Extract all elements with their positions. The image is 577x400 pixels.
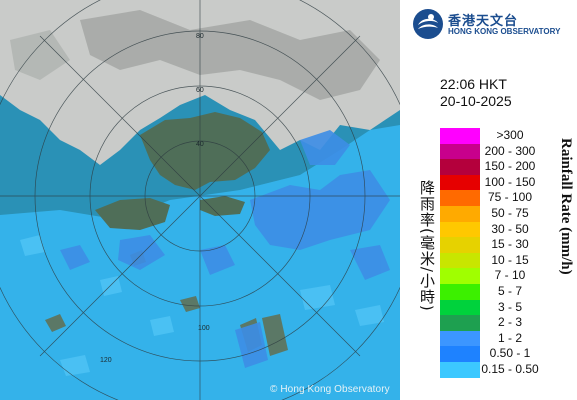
legend-swatch (440, 252, 480, 269)
legend-swatch (440, 174, 480, 191)
legend-swatch (440, 128, 480, 144)
radar-date: 20-10-2025 (440, 93, 512, 109)
legend-swatch (440, 330, 480, 347)
medium-rain-cells (60, 130, 390, 368)
legend-label: 50 - 75 (491, 205, 529, 220)
range-rings (0, 0, 400, 400)
legend-label: 15 - 30 (491, 237, 529, 252)
logo-name-en: HONG KONG OBSERVATORY (448, 27, 561, 36)
legend-swatch (440, 315, 480, 331)
ring-label: 40 (196, 141, 204, 148)
legend-color-scale (440, 128, 480, 378)
legend-swatch (440, 283, 480, 300)
mainland-hills (80, 10, 380, 100)
legend-label: 100 - 150 (484, 174, 536, 189)
new-territories-land (140, 112, 270, 190)
legend-label: 0.15 - 0.50 (481, 361, 539, 376)
copyright-notice: © Hong Kong Observatory (270, 384, 390, 395)
legend-swatch (440, 190, 480, 206)
legend-label: 2 - 3 (497, 315, 522, 330)
radar-map[interactable]: 40 60 80 100 120 © Hong Kong Observatory (0, 0, 400, 400)
legend-title-zh: 降雨率(毫米/小時) (418, 180, 436, 312)
range-ring-labels: 40 60 80 100 120 (100, 33, 210, 364)
rain-speckles (20, 235, 384, 376)
legend-label: 200 - 300 (484, 143, 536, 158)
radar-time: 22:06 HKT (440, 76, 507, 92)
ring-label: 80 (196, 33, 204, 40)
legend-swatch (440, 205, 480, 222)
legend-label: >300 (496, 128, 524, 142)
legend-swatch (440, 361, 480, 378)
ring-label: 60 (196, 87, 204, 94)
legend-labels: >300 200 - 300 150 - 200 100 - 150 75 - 100 5… (480, 128, 540, 378)
legend-swatch (440, 221, 480, 238)
legend-swatch (440, 237, 480, 253)
legend-panel: 香港天文台 HONG KONG OBSERVATORY 22:06 HKT 20… (400, 0, 577, 400)
logo-name-zh: 香港天文台 (448, 14, 519, 29)
legend-label: 30 - 50 (491, 221, 529, 236)
legend-label: 5 - 7 (497, 283, 522, 298)
legend-label: 3 - 5 (497, 299, 522, 314)
mainland-hills (10, 30, 70, 80)
legend-swatch (440, 143, 480, 160)
ring-label: 120 (100, 357, 112, 364)
legend-label: 75 - 100 (487, 190, 533, 205)
legend-label: 10 - 15 (491, 252, 529, 267)
legend-title-en: Rainfall Rate (mm/h) (558, 138, 574, 275)
hong-kong-island (200, 196, 245, 216)
legend-label: 150 - 200 (484, 159, 536, 174)
observatory-logo-icon (413, 9, 443, 39)
legend-swatch (440, 346, 480, 362)
ring-label: 100 (198, 325, 210, 332)
legend-label: 7 - 10 (494, 268, 526, 283)
legend-label: 1 - 2 (497, 330, 522, 345)
radar-map-canvas: 40 60 80 100 120 (0, 0, 400, 400)
legend-label: 0.50 - 1 (489, 346, 531, 361)
legend-swatch (440, 159, 480, 175)
legend-swatch (440, 268, 480, 284)
legend-swatch (440, 299, 480, 316)
observatory-logo: 香港天文台 HONG KONG OBSERVATORY (412, 6, 572, 40)
